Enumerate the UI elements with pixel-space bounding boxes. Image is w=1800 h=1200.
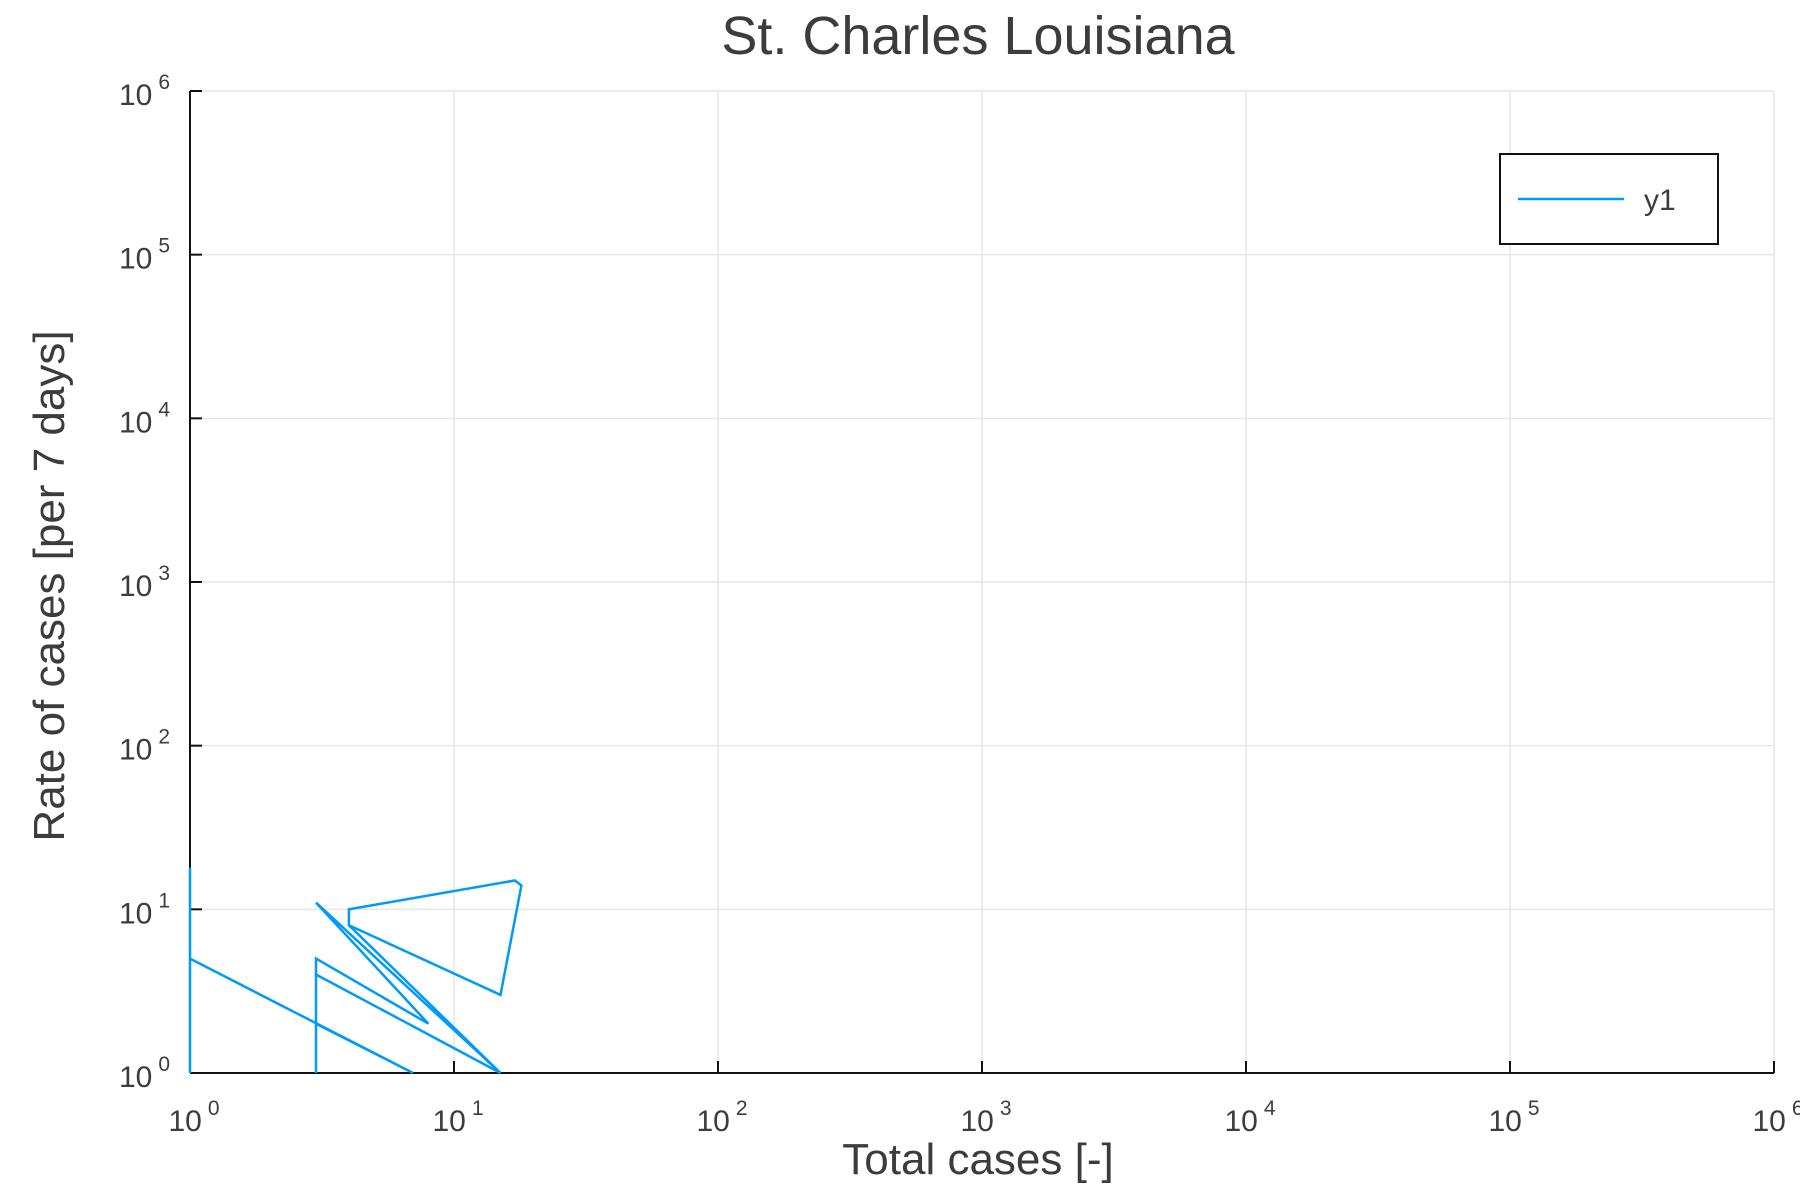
x-tick-base: 10 [696,1105,729,1138]
y-tick-label: 10 2 [119,726,170,767]
chart-title: St. Charles Louisiana [721,6,1235,66]
x-tick-base: 10 [168,1105,201,1138]
legend: y1 [1499,153,1719,245]
y-tick-base: 10 [119,243,152,276]
y-tick-label: 10 6 [119,71,170,112]
y-axis-label: Rate of cases [per 7 days] [25,330,74,841]
x-tick-exponent: 2 [736,1097,748,1120]
x-tick-base: 10 [960,1105,993,1138]
x-tick-label: 10 1 [432,1097,483,1138]
y-tick-exponent: 1 [158,889,170,912]
x-tick-exponent: 5 [1528,1097,1540,1120]
x-tick-label: 10 0 [168,1097,219,1138]
legend-label-y1: y1 [1644,184,1676,217]
x-tick-base: 10 [1752,1105,1785,1138]
x-tick-exponent: 3 [1000,1097,1012,1120]
y-tick-label: 10 1 [119,889,170,930]
x-tick-label: 10 5 [1488,1097,1539,1138]
tick-labels: 10 0 10 1 10 2 10 3 10 4 10 5 10 610 010 110 210 310 410 51… [119,71,1800,1138]
x-tick-exponent: 4 [1264,1097,1276,1120]
x-tick-label: 10 3 [960,1097,1011,1138]
x-axis-label: Total cases [-] [842,1135,1113,1184]
y-tick-base: 10 [119,406,152,439]
y-tick-label: 10 3 [119,562,170,603]
y-tick-exponent: 3 [158,562,170,585]
y-tick-exponent: 0 [158,1053,170,1076]
y-tick-base: 10 [119,79,152,112]
y-tick-exponent: 6 [158,71,170,94]
y-tick-exponent: 4 [158,398,170,421]
grid [189,90,1775,1074]
y-tick-base: 10 [119,570,152,603]
x-tick-label: 10 2 [696,1097,747,1138]
y-tick-base: 10 [119,734,152,767]
x-tick-exponent: 1 [472,1097,484,1120]
x-tick-base: 10 [1224,1105,1257,1138]
y-tick-label: 10 0 [119,1053,170,1094]
y-tick-exponent: 5 [158,235,170,258]
x-tick-label: 10 4 [1224,1097,1275,1138]
series-line-y1 [188,867,523,1075]
series [188,867,523,1075]
y-tick-label: 10 5 [119,235,170,276]
y-tick-label: 10 4 [119,398,170,439]
y-tick-base: 10 [119,897,152,930]
y-tick-exponent: 2 [158,726,170,749]
x-tick-label: 10 6 [1752,1097,1800,1138]
x-tick-exponent: 6 [1792,1097,1800,1120]
x-tick-base: 10 [1488,1105,1521,1138]
y-tick-base: 10 [119,1061,152,1094]
x-tick-base: 10 [432,1105,465,1138]
x-tick-exponent: 0 [208,1097,220,1120]
